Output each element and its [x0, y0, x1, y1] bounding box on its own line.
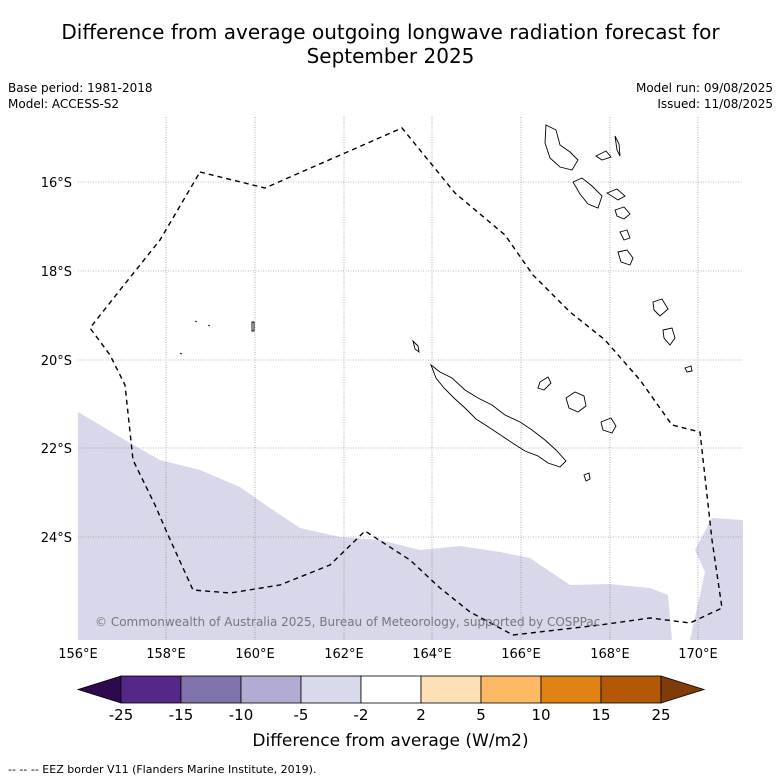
- anomaly-fill-east: [690, 518, 743, 640]
- colorbar-segment: [600, 675, 662, 704]
- colorbar-segment: [540, 675, 602, 704]
- model-name: Model: ACCESS-S2: [8, 97, 120, 111]
- lat-label: 16°S: [41, 176, 72, 191]
- map-title: Difference from average outgoing longwav…: [0, 20, 781, 68]
- malo-islet: [595, 150, 612, 161]
- colorbar-label: Difference from average (W/m2): [252, 731, 529, 751]
- colorbar-tick: 2: [416, 706, 426, 724]
- lon-label: 162°E: [324, 647, 364, 662]
- colorbar-tick: -25: [109, 706, 134, 724]
- meta-left: Base period: 1981-2018 Model: ACCESS-S2: [8, 80, 153, 112]
- epi-island: [606, 188, 626, 201]
- colorbar-tick: 25: [651, 706, 670, 724]
- colorbar-extend-low: [76, 675, 122, 704]
- copyright-text: © Commonwealth of Australia 2025, Bureau…: [95, 615, 600, 629]
- lat-labels: 16°S 18°S 20°S 22°S 24°S: [41, 176, 72, 546]
- lon-label: 156°E: [58, 647, 98, 662]
- lon-label: 170°E: [678, 647, 718, 662]
- colorbar: [76, 675, 706, 704]
- efate-island: [614, 206, 631, 220]
- lon-label: 160°E: [235, 647, 275, 662]
- colorbar-segment: [360, 675, 422, 704]
- tanna-island: [617, 249, 634, 266]
- colorbar-tick: -15: [169, 706, 194, 724]
- colorbar-tick: 10: [531, 706, 550, 724]
- model-run: Model run: 09/08/2025: [635, 81, 773, 95]
- chesterfield-islet-4: [179, 352, 183, 355]
- malakula-island: [572, 177, 603, 209]
- colorbar-tick: 15: [591, 706, 610, 724]
- lon-label: 164°E: [412, 647, 452, 662]
- new-caledonia-island: [429, 363, 567, 468]
- title-line-1: Difference from average outgoing longwav…: [61, 20, 720, 44]
- ouvea-island: [537, 376, 552, 391]
- matthew-islet: [652, 298, 669, 317]
- isle-of-pines: [583, 472, 591, 482]
- colorbar-tick: -10: [229, 706, 254, 724]
- lat-label: 22°S: [41, 442, 72, 457]
- colorbar-segment: [420, 675, 482, 704]
- chesterfield-islet-3: [207, 324, 211, 327]
- meta-right: Model run: 09/08/2025 Issued: 11/08/2025: [636, 80, 773, 112]
- anomaly-region: [78, 412, 743, 640]
- colorbar-ticks: -25 -15 -10 -5 -2 2 5 10 15 25: [109, 706, 671, 724]
- lon-labels: 156°E 158°E 160°E 162°E 164°E 166°E 168°…: [58, 647, 718, 662]
- lat-label: 24°S: [41, 531, 72, 546]
- colorbar-tick: -2: [354, 706, 369, 724]
- colorbar-extend-high: [660, 675, 706, 704]
- belep-islet: [412, 339, 420, 354]
- chesterfield-islet-2: [194, 320, 198, 323]
- colorbar-tick: 5: [476, 706, 486, 724]
- lon-label: 158°E: [146, 647, 186, 662]
- lat-label: 20°S: [41, 354, 72, 369]
- loyalty-outlier: [684, 365, 693, 373]
- eez-border: [89, 127, 723, 636]
- title-line-2: September 2025: [306, 44, 475, 68]
- erromango-island: [619, 229, 631, 241]
- espiritu-santo-island: [544, 124, 579, 171]
- colorbar-segment: [180, 675, 242, 704]
- issued-date: Issued: 11/08/2025: [657, 97, 773, 111]
- base-period: Base period: 1981-2018: [8, 81, 153, 95]
- coastlines: [179, 124, 693, 482]
- mare-island: [600, 417, 617, 434]
- colorbar-segment: [480, 675, 542, 704]
- colorbar-tick: -5: [294, 706, 309, 724]
- gridlines: [78, 117, 743, 640]
- lifou-island: [565, 391, 587, 413]
- lon-label: 166°E: [501, 647, 541, 662]
- maewo-island: [614, 135, 621, 157]
- anomaly-fill-south: [78, 412, 672, 640]
- colorbar-segment: [120, 675, 182, 704]
- hunter-islet: [662, 327, 676, 346]
- colorbar-segment: [240, 675, 302, 704]
- eez-footnote: -- -- -- EEZ border V11 (Flanders Marine…: [8, 763, 317, 776]
- lon-label: 168°E: [590, 647, 630, 662]
- lat-label: 18°S: [41, 265, 72, 280]
- chesterfield-islet-1: [251, 321, 255, 332]
- colorbar-segment: [300, 675, 362, 704]
